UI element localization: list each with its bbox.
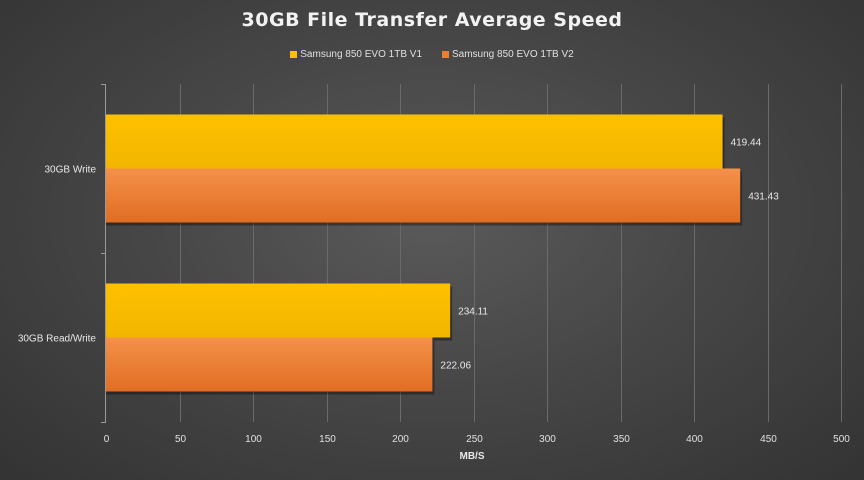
x-tick-label: 100 <box>245 434 262 445</box>
bar <box>106 283 451 338</box>
x-tick-label: 350 <box>613 434 630 445</box>
x-tick-label: 400 <box>686 434 703 445</box>
bar <box>106 114 723 169</box>
legend: Samsung 850 EVO 1TB V1 Samsung 850 EVO 1… <box>0 49 864 60</box>
x-tick-label: 50 <box>175 434 187 445</box>
bar <box>106 168 741 223</box>
data-label: 419.44 <box>731 138 762 149</box>
category-label: 30GB Read/Write <box>18 334 97 345</box>
data-label: 431.43 <box>748 192 779 203</box>
legend-item-v1: Samsung 850 EVO 1TB V1 <box>290 49 422 60</box>
x-axis-title: MB/S <box>460 451 485 462</box>
category-label: 30GB Write <box>45 165 97 176</box>
x-tick-label: 300 <box>539 434 556 445</box>
bar <box>106 337 433 392</box>
x-tick-label: 200 <box>392 434 409 445</box>
x-tick-label: 150 <box>319 434 336 445</box>
data-label: 234.11 <box>458 307 488 318</box>
x-tick-label: 0 <box>104 434 110 445</box>
legend-swatch-v1 <box>290 51 298 58</box>
chart-title: 30GB File Transfer Average Speed <box>241 9 623 31</box>
legend-swatch-v2 <box>442 51 449 58</box>
legend-label-v1: Samsung 850 EVO 1TB V1 <box>300 49 422 60</box>
data-label: 222.06 <box>440 361 471 372</box>
x-tick-label: 250 <box>466 434 483 445</box>
legend-item-v2: Samsung 850 EVO 1TB V2 <box>442 49 574 60</box>
x-tick-label: 500 <box>833 434 850 445</box>
x-tick-label: 450 <box>760 434 777 445</box>
legend-label-v2: Samsung 850 EVO 1TB V2 <box>452 49 574 60</box>
